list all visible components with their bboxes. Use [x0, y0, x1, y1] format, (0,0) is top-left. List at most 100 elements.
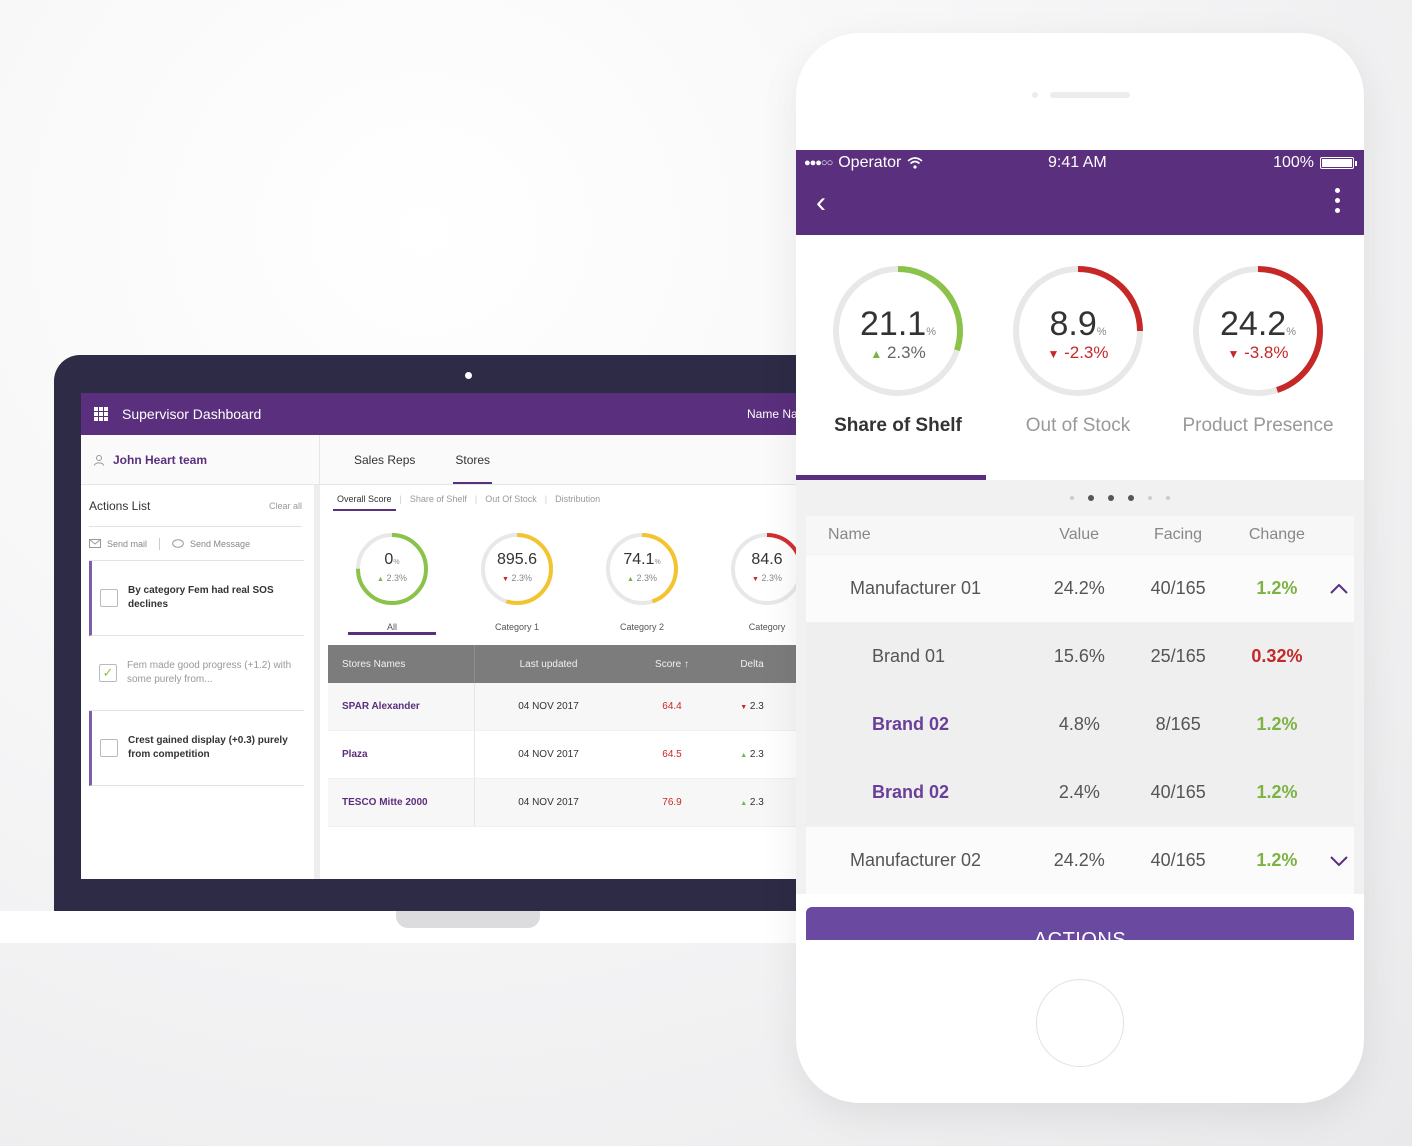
store-name[interactable]: SPAR Alexander: [342, 701, 420, 712]
main-tabs: Sales Reps Stores: [334, 435, 510, 484]
gauge-ring: [481, 533, 553, 605]
back-icon[interactable]: ‹: [816, 186, 826, 219]
laptop-camera: [465, 372, 472, 379]
tab-overall-score[interactable]: Overall Score: [333, 485, 396, 513]
home-button[interactable]: [1036, 979, 1124, 1067]
gauge-delta: ▼ 2.3%: [752, 573, 782, 583]
col-score-label: Score: [655, 658, 682, 670]
col-last-updated[interactable]: Last updated: [474, 645, 622, 683]
battery-icon: [1320, 157, 1357, 169]
user-name[interactable]: Name Na: [747, 407, 798, 421]
actions-button[interactable]: ACTIONS: [806, 907, 1354, 940]
tab-out-of-stock[interactable]: Out Of Stock: [485, 494, 537, 504]
action-text: Fem made good progress (+1.2) with some …: [127, 660, 292, 685]
brand-table: Name Value Facing Change Manufacturer 01…: [796, 516, 1364, 894]
gauge-ring: [356, 533, 428, 605]
actions-list-panel: Actions List Clear all Send mail Send Me…: [81, 485, 320, 879]
phone-speaker: [1050, 92, 1130, 98]
gauge-ring: [1193, 266, 1323, 396]
table-row[interactable]: Plaza 04 NOV 2017 64.5 ▲ 2.3: [328, 731, 848, 779]
send-message-button[interactable]: Send Message: [172, 539, 250, 549]
actions-list-title: Actions List: [89, 498, 151, 513]
action-item[interactable]: By category Fem had real SOS declines: [89, 561, 304, 636]
col-score[interactable]: Score ↑: [622, 659, 722, 670]
brand-row[interactable]: Brand 01 15.6% 25/165 0.32%: [806, 623, 1354, 690]
page-indicator[interactable]: [796, 480, 1364, 516]
store-delta: ▲ 2.3: [740, 749, 764, 760]
brand-row[interactable]: Brand 02 4.8% 8/165 1.2%: [806, 691, 1354, 758]
status-bar: ●●●○○ Operator 9:41 AM 100%: [796, 150, 1364, 176]
row-value: 4.8%: [1058, 714, 1100, 734]
kpi-gauge[interactable]: 8.9% ▼ -2.3% Out of Stock: [988, 265, 1168, 437]
category-gauge[interactable]: 895.6 ▼ 2.3% Category 1: [477, 531, 557, 632]
row-value: 2.4%: [1058, 782, 1100, 802]
store-score: 76.9: [662, 797, 682, 808]
action-checkbox-checked[interactable]: ✓: [99, 664, 117, 682]
laptop-screen: Supervisor Dashboard Name Na John Heart …: [81, 393, 854, 879]
gauge-value: 895.6: [496, 551, 538, 568]
col-name[interactable]: Name: [828, 526, 871, 543]
col-store-name[interactable]: Stores Names: [342, 658, 406, 670]
table-row[interactable]: TESCO Mitte 2000 04 NOV 2017 76.9 ▲ 2.3: [328, 779, 848, 827]
row-facing: 40/165: [1150, 782, 1206, 802]
table-row[interactable]: SPAR Alexander 04 NOV 2017 64.4 ▼ 2.3: [328, 683, 848, 731]
team-name: John Heart team: [113, 452, 208, 467]
action-checkbox[interactable]: [100, 739, 118, 757]
triangle-up-icon: ▲: [870, 347, 883, 361]
gauge-ring: [1013, 266, 1143, 396]
category-gauge[interactable]: 74.1% ▲ 2.3% Category 2: [602, 531, 682, 632]
dashboard-subheader: John Heart team Sales Reps Stores: [81, 435, 854, 485]
action-text: Crest gained display (+0.3) purely from …: [128, 735, 288, 760]
store-name[interactable]: TESCO Mitte 2000: [342, 797, 428, 808]
action-item[interactable]: Crest gained display (+0.3) purely from …: [89, 711, 304, 786]
kpi-gauge[interactable]: 24.2% ▼ -3.8% Product Presence: [1168, 265, 1348, 437]
tab-stores[interactable]: Stores: [435, 435, 510, 484]
gauge-label: Category 2: [619, 622, 665, 632]
chevron-down-icon[interactable]: [1330, 856, 1348, 867]
store-delta: ▼ 2.3: [740, 701, 764, 712]
chevron-up-icon[interactable]: [1330, 583, 1348, 594]
battery-percent: 100%: [1273, 154, 1314, 171]
row-value: 24.2%: [1053, 578, 1105, 598]
col-change[interactable]: Change: [1248, 526, 1305, 543]
nav-bar: ‹: [796, 176, 1364, 235]
triangle-down-icon: ▼: [502, 576, 509, 583]
action-item[interactable]: ✓ Fem made good progress (+1.2) with som…: [89, 636, 304, 711]
tab-share-of-shelf[interactable]: Share of Shelf: [409, 494, 467, 504]
tab-sales-reps[interactable]: Sales Reps: [354, 452, 416, 467]
clear-all-link[interactable]: Clear all: [268, 500, 302, 511]
send-mail-button[interactable]: Send mail: [89, 539, 147, 549]
team-selector[interactable]: John Heart team: [81, 435, 320, 484]
row-name: Manufacturer 02: [850, 850, 982, 870]
kpi-gauge[interactable]: 21.1% ▲ 2.3% Share of Shelf: [808, 265, 988, 437]
triangle-down-icon: ▼: [1227, 347, 1240, 361]
store-delta: ▲ 2.3: [740, 797, 764, 808]
col-facing[interactable]: Facing: [1153, 526, 1203, 543]
brand-row[interactable]: Brand 02 2.4% 40/165 1.2%: [806, 759, 1354, 826]
gauge-label: Category 1: [494, 622, 540, 632]
gauge-value: 74.1%: [623, 551, 661, 568]
gauge-arc: [606, 533, 678, 605]
apps-grid-icon[interactable]: [94, 407, 108, 421]
category-gauge[interactable]: 84.6 ▼ 2.3% Category: [727, 531, 807, 632]
triangle-down-icon: ▼: [1047, 347, 1060, 361]
manufacturer-row[interactable]: Manufacturer 02 24.2% 40/165 1.2%: [806, 827, 1354, 894]
row-expander[interactable]: [1324, 850, 1354, 871]
gauge-arc: [481, 533, 553, 605]
phone: ●●●○○ Operator 9:41 AM 100% ‹ 21.1% ▲ 2.3…: [796, 33, 1364, 1103]
kpi-gauges: 21.1% ▲ 2.3% Share of Shelf 8.9% ▼ -2.3% Out …: [796, 235, 1364, 480]
manufacturer-row[interactable]: Manufacturer 01 24.2% 40/165 1.2%: [806, 555, 1354, 622]
triangle-up-icon: ▲: [627, 576, 634, 583]
row-expander[interactable]: [1324, 578, 1354, 599]
tab-distribution[interactable]: Distribution: [555, 494, 601, 504]
triangle-up-icon: ▲: [740, 752, 748, 759]
action-text: By category Fem had real SOS declines: [128, 585, 274, 610]
col-delta[interactable]: Delta: [740, 658, 764, 670]
category-gauge[interactable]: 0% ▲ 2.3% All: [352, 531, 432, 632]
col-value[interactable]: Value: [1059, 526, 1099, 543]
triangle-down-icon: ▼: [740, 704, 748, 711]
row-change: 1.2%: [1256, 782, 1298, 802]
action-checkbox[interactable]: [100, 589, 118, 607]
store-name[interactable]: Plaza: [342, 749, 368, 760]
more-vertical-icon[interactable]: [1335, 188, 1340, 213]
